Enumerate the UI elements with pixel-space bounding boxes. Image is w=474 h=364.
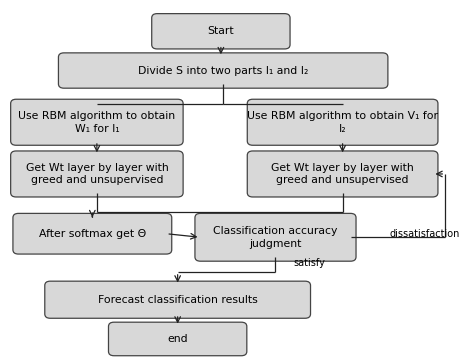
Text: dissatisfaction: dissatisfaction: [389, 229, 460, 239]
Text: Get Wt layer by layer with
greed and unsupervised: Get Wt layer by layer with greed and uns…: [26, 163, 168, 185]
FancyBboxPatch shape: [247, 99, 438, 145]
FancyBboxPatch shape: [45, 281, 310, 318]
Text: Divide S into two parts I₁ and I₂: Divide S into two parts I₁ and I₂: [138, 66, 309, 75]
Text: Forecast classification results: Forecast classification results: [98, 295, 257, 305]
FancyBboxPatch shape: [247, 151, 438, 197]
Text: Use RBM algorithm to obtain
W₁ for I₁: Use RBM algorithm to obtain W₁ for I₁: [18, 111, 175, 134]
Text: Start: Start: [208, 26, 234, 36]
Text: satisfy: satisfy: [294, 258, 326, 268]
FancyBboxPatch shape: [195, 213, 356, 261]
FancyBboxPatch shape: [109, 322, 247, 356]
Text: end: end: [167, 334, 188, 344]
Text: After softmax get Θ: After softmax get Θ: [39, 229, 146, 239]
Text: Get Wt layer by layer with
greed and unsupervised: Get Wt layer by layer with greed and uns…: [271, 163, 414, 185]
FancyBboxPatch shape: [10, 151, 183, 197]
Text: Use RBM algorithm to obtain V₁ for
I₂: Use RBM algorithm to obtain V₁ for I₂: [247, 111, 438, 134]
Text: Classification accuracy
judgment: Classification accuracy judgment: [213, 226, 337, 249]
FancyBboxPatch shape: [152, 13, 290, 49]
FancyBboxPatch shape: [58, 53, 388, 88]
FancyBboxPatch shape: [10, 99, 183, 145]
FancyBboxPatch shape: [13, 213, 172, 254]
